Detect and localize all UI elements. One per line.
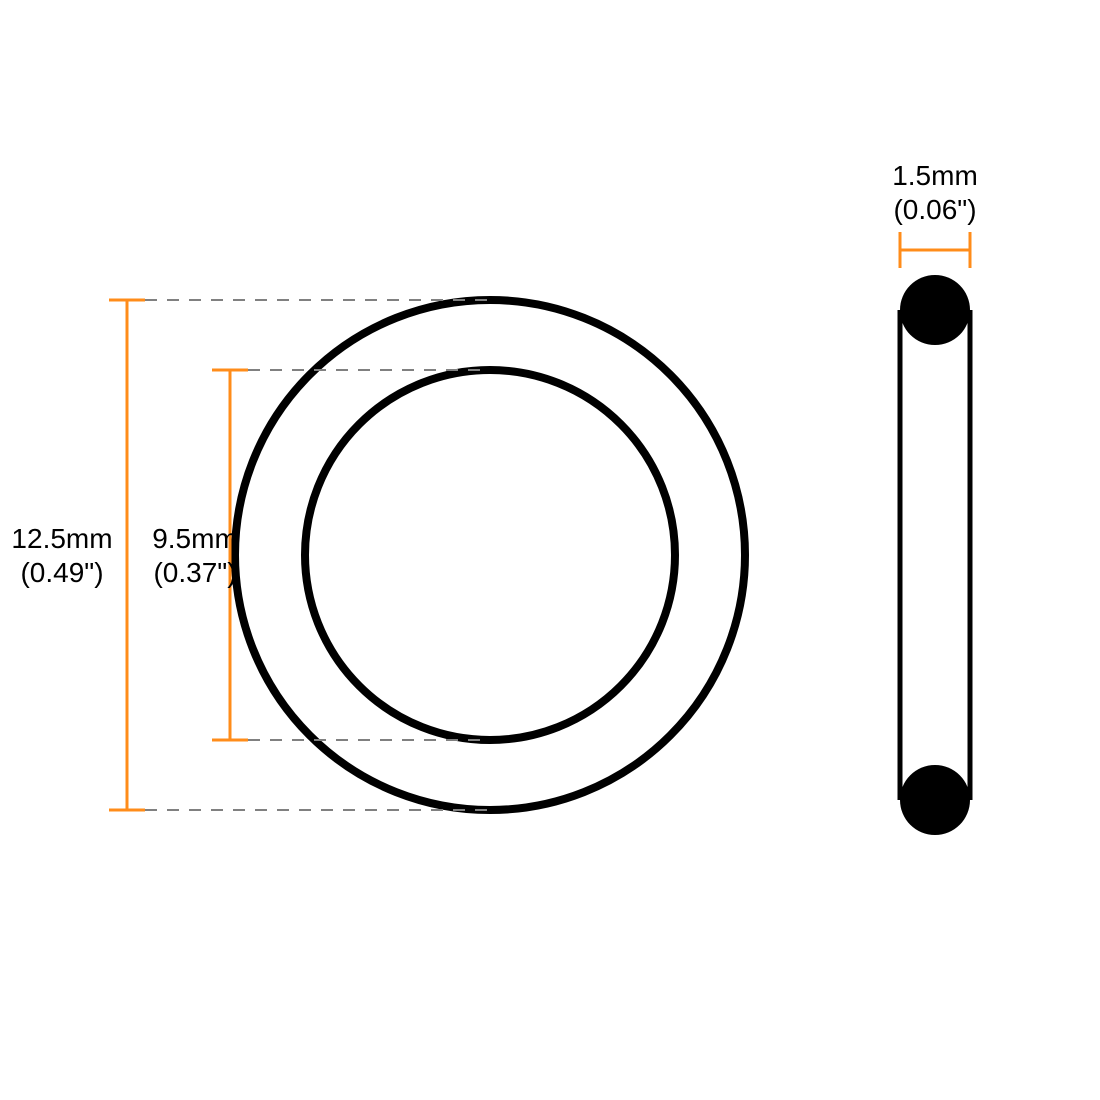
dimension-label-in: (0.37") xyxy=(153,557,236,588)
side-end-bottom xyxy=(900,765,970,835)
dimension-outer-diameter: 12.5mm (0.49") xyxy=(11,300,145,810)
dimension-label-in: (0.06") xyxy=(893,194,976,225)
ring-front-inner xyxy=(305,370,675,740)
dimension-label-mm: 9.5mm xyxy=(152,523,238,554)
dimension-label-mm: 1.5mm xyxy=(892,160,978,191)
oring-dimension-diagram: 12.5mm (0.49") 9.5mm (0.37") 1.5mm (0.06… xyxy=(0,0,1100,1100)
dimension-thickness: 1.5mm (0.06") xyxy=(892,160,978,268)
ring-front-outer xyxy=(235,300,745,810)
dimension-label-mm: 12.5mm xyxy=(11,523,112,554)
dimension-label-in: (0.49") xyxy=(20,557,103,588)
ring-side-view xyxy=(900,275,970,835)
side-end-top xyxy=(900,275,970,345)
